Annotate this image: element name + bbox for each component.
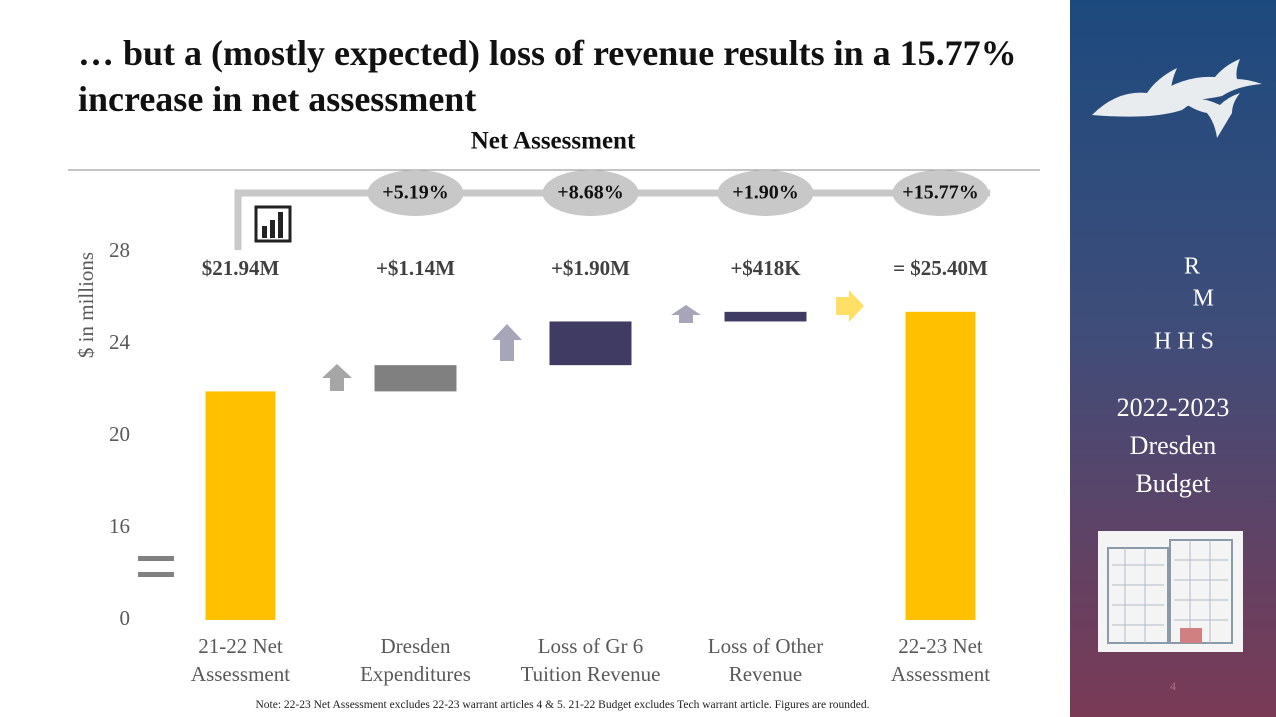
side-initial: R [1184,254,1200,280]
bar [205,391,276,620]
y-tick-label: 20 [109,422,130,446]
x-tick-label: Loss of Gr 6 Tuition Revenue [520,634,661,686]
y-axis-label: $ in millions [74,252,98,358]
change-label: +1.90% [732,182,798,204]
footnote: Note: 22-23 Net Assessment excludes 22-2… [255,699,870,711]
x-tick-label: 21-22 Net Assessment [190,634,291,686]
change-label: +5.19% [382,182,448,204]
logo-birds [1092,59,1262,138]
change-label: +8.68% [557,182,623,204]
bar [374,365,457,392]
side-budget: 2022-2023 [1117,393,1230,422]
value-label: +$1.14M [376,256,455,280]
page-number: 4 [1170,679,1176,693]
bar [905,311,976,620]
chart-title: Net Assessment [471,128,636,155]
side-budget: Dresden [1130,431,1217,460]
x-tick-label: 22-23 Net Assessment [890,634,991,686]
change-label: +15.77% [902,182,978,204]
y-tick-label: 0 [120,606,131,630]
side-budget: Budget [1135,469,1211,498]
value-label: $21.94M [202,256,280,280]
change-bubble [367,170,464,216]
x-tick-label: Dresden Expenditures [360,634,471,686]
bar [549,321,632,366]
value-label: +$418K [730,256,801,280]
x-tick-label: Loss of Other Revenue [707,634,824,686]
change-bubble [717,170,814,216]
y-tick-label: 28 [109,238,130,262]
bar [724,311,807,322]
side-initial: H H S [1154,329,1214,355]
change-bubble [892,170,989,216]
chart-icon [254,205,292,243]
side-initial: M [1193,286,1214,312]
value-label: +$1.90M [551,256,630,280]
y-tick-label: 16 [109,514,130,538]
change-bubble [542,170,639,216]
building-photo [1098,531,1243,652]
arrows [322,290,864,391]
value-label: = $25.40M [893,256,988,280]
axis-break [138,556,174,577]
slide-title: … but a (mostly expected) loss of revenu… [78,33,1017,119]
y-tick-label: 24 [109,330,131,354]
